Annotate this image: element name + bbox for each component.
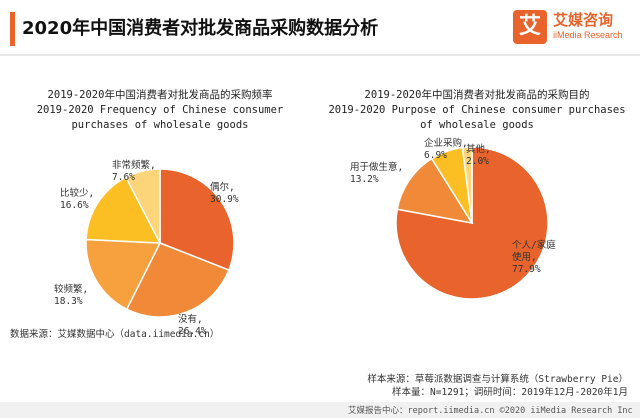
sample-source-note: 样本来源：草莓派数据调查与计算系统（Strawberry Pie） (367, 374, 628, 385)
footer-bar: 艾媒报告中心：report.iimedia.cn ©2020 iiMedia R… (0, 402, 640, 418)
pie-0-slice-1 (125, 242, 230, 318)
pie-0-slice-3 (85, 176, 162, 244)
iimedia-logo: 艾 艾媒咨询 iiMedia Research (513, 8, 637, 48)
sample-notes: 样本来源：草莓派数据调查与计算系统（Strawberry Pie） 样本量：N=… (367, 373, 628, 399)
chart-title-purpose: 2019-2020年中国消费者对批发商品的采购目的 2019-2020 Purp… (318, 88, 636, 133)
chart-title-frequency-line-1: 2019-2020年中国消费者对批发商品的采购频率 (47, 89, 273, 101)
pie-1-label-3: 其他, 2.0% (466, 143, 491, 167)
pie-0-slice-0 (159, 168, 235, 272)
chart-title-frequency-line-3: purchases of wholesale goods (71, 119, 249, 131)
chart-title-frequency: 2019-2020年中国消费者对批发商品的采购频率 2019-2020 Freq… (10, 88, 310, 133)
pie-0-label-0: 偶尔, 30.9% (210, 181, 239, 205)
pie-1-label-0: 个人/家庭使用, 77.9% (512, 239, 556, 275)
pie-1-slice-3 (461, 146, 473, 224)
chart-title-purpose-line-2: 2019-2020 Purpose of Chinese consumer pu… (328, 104, 626, 116)
logo-name-cn: 艾媒咨询 (553, 11, 614, 29)
pie-1-slice-1 (396, 157, 474, 225)
pie-0-slice-4 (124, 168, 161, 244)
logo-name-en: iiMedia Research (553, 30, 623, 40)
title-accent-bar (10, 12, 15, 46)
pie-0-label-3: 比较少, 16.6% (60, 187, 94, 211)
pie-0-label-4: 非常频繁, 7.6% (112, 159, 156, 183)
pie-0-label-1: 没有, 26.4% (178, 313, 207, 337)
pie-1-label-2: 企业采购, 6.9% (424, 137, 468, 161)
pie-1-label-1: 用于做生意, 13.2% (350, 161, 403, 185)
sample-size-note: 样本量：N=1291；调研时间：2019年12月-2020年1月 (392, 387, 628, 398)
chart-title-purpose-line-1: 2019-2020年中国消费者对批发商品的采购目的 (364, 89, 590, 101)
page-title: 2020年中国消费者对批发商品采购数据分析 (22, 18, 379, 39)
header-divider (0, 54, 640, 56)
data-source-note: 数据来源：艾媒数据中心（data.iimedia.cn） (10, 329, 220, 340)
pie-0-slice-2 (85, 238, 162, 311)
pie-1-slice-0 (395, 146, 549, 300)
logo-mark-icon: 艾 (513, 10, 547, 44)
pie-0-label-2: 较频繁, 18.3% (54, 283, 88, 307)
footer-text: 艾媒报告中心：report.iimedia.cn ©2020 iiMedia R… (348, 406, 633, 416)
chart-title-purpose-line-3: of wholesale goods (420, 119, 534, 131)
chart-title-frequency-line-2: 2019-2020 Frequency of Chinese consumer (36, 104, 284, 116)
